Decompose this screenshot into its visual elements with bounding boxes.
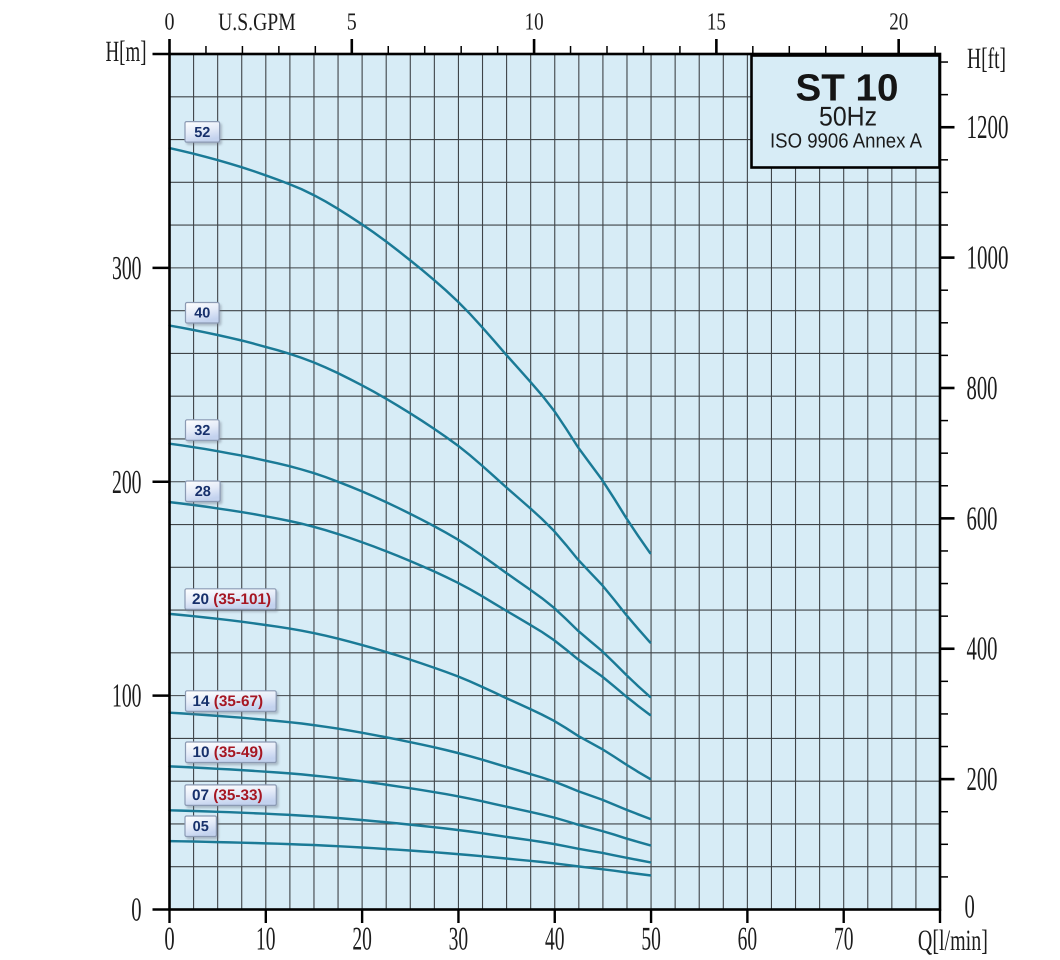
svg-text:50Hz: 50Hz: [819, 102, 877, 132]
svg-text:40: 40: [194, 306, 210, 322]
svg-text:05: 05: [193, 819, 209, 835]
svg-text:H[m]: H[m]: [106, 36, 147, 68]
svg-text:70: 70: [834, 922, 854, 958]
svg-text:1200: 1200: [967, 109, 1009, 146]
svg-text:0: 0: [965, 889, 975, 926]
svg-text:1000: 1000: [967, 240, 1009, 277]
svg-text:07 (35-33): 07 (35-33): [192, 787, 263, 804]
svg-text:20: 20: [352, 922, 372, 958]
svg-text:20: 20: [889, 9, 908, 36]
svg-text:800: 800: [967, 370, 998, 407]
svg-text:ST 10: ST 10: [796, 68, 899, 110]
svg-text:10: 10: [525, 9, 544, 36]
svg-text:100: 100: [112, 678, 142, 715]
svg-text:50: 50: [641, 922, 661, 958]
svg-text:52: 52: [194, 125, 210, 141]
svg-text:14 (35-67): 14 (35-67): [193, 693, 264, 710]
svg-text:28: 28: [195, 484, 211, 500]
svg-text:0: 0: [164, 922, 174, 958]
svg-text:60: 60: [738, 922, 758, 958]
svg-text:0: 0: [131, 892, 141, 929]
svg-text:300: 300: [112, 250, 142, 287]
svg-text:10: 10: [256, 922, 276, 958]
svg-text:10 (35-49): 10 (35-49): [193, 744, 264, 761]
svg-text:600: 600: [967, 500, 998, 537]
svg-text:20 (35-101): 20 (35-101): [192, 591, 271, 608]
svg-text:H[ft]: H[ft]: [967, 43, 1006, 75]
svg-text:U.S.GPM: U.S.GPM: [218, 9, 296, 36]
svg-text:200: 200: [112, 464, 142, 501]
svg-text:15: 15: [707, 9, 726, 36]
svg-text:400: 400: [967, 631, 998, 668]
svg-text:200: 200: [967, 761, 998, 798]
svg-text:30: 30: [449, 922, 469, 958]
svg-text:5: 5: [347, 9, 357, 36]
svg-text:40: 40: [545, 922, 565, 958]
svg-text:32: 32: [194, 423, 210, 439]
svg-text:Q[l/min]: Q[l/min]: [918, 925, 988, 957]
svg-text:0: 0: [165, 9, 175, 36]
svg-text:ISO 9906 Annex A: ISO 9906 Annex A: [770, 130, 922, 153]
